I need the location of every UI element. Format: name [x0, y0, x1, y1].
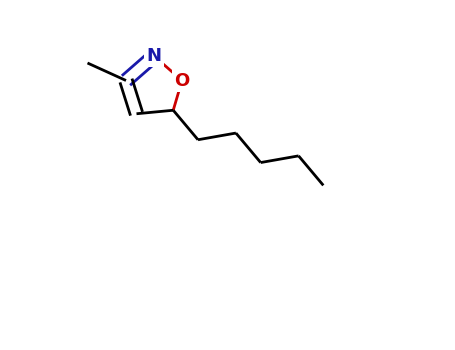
- Text: N: N: [147, 47, 162, 65]
- Text: O: O: [174, 71, 190, 90]
